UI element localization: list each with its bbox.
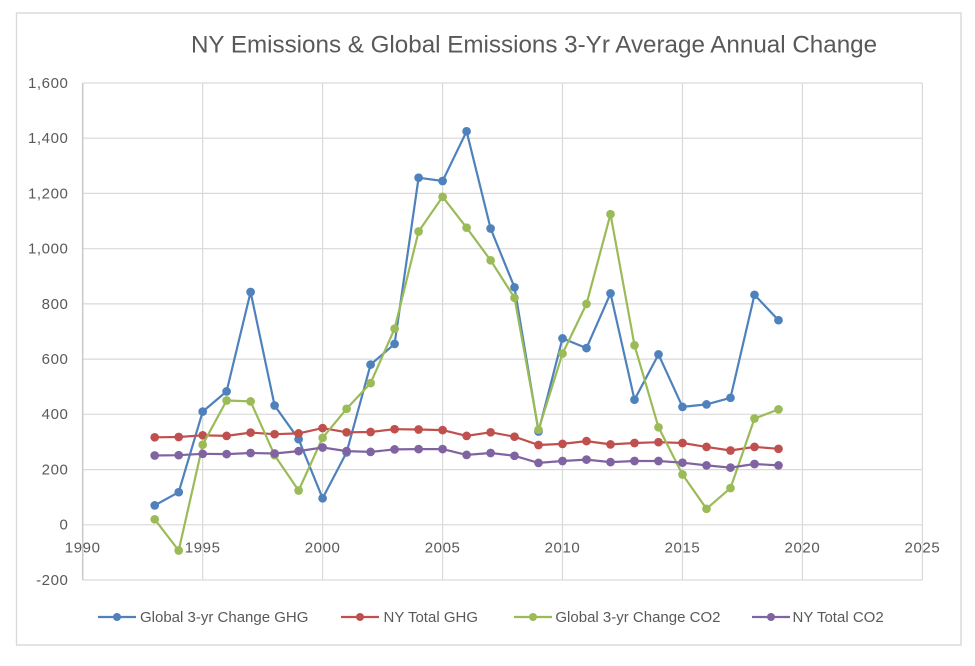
svg-text:2005: 2005 — [425, 540, 461, 557]
svg-text:2010: 2010 — [545, 540, 581, 557]
svg-text:400: 400 — [42, 406, 69, 423]
svg-text:0: 0 — [60, 517, 69, 534]
svg-text:1,200: 1,200 — [28, 185, 69, 202]
svg-text:NY Emissions & Global Emission: NY Emissions & Global Emissions 3-Yr Ave… — [191, 32, 877, 59]
svg-text:Global 3-yr Change CO2: Global 3-yr Change CO2 — [555, 609, 720, 626]
svg-text:2020: 2020 — [785, 540, 821, 557]
svg-text:1,600: 1,600 — [28, 75, 69, 92]
svg-text:200: 200 — [42, 462, 69, 479]
svg-text:2025: 2025 — [905, 540, 941, 557]
svg-text:-200: -200 — [36, 572, 68, 589]
svg-text:1995: 1995 — [185, 540, 221, 557]
svg-text:1,000: 1,000 — [28, 241, 69, 258]
svg-text:1,400: 1,400 — [28, 130, 69, 147]
svg-text:NY Total CO2: NY Total CO2 — [793, 609, 884, 626]
svg-text:800: 800 — [42, 296, 69, 313]
svg-text:1990: 1990 — [65, 540, 101, 557]
svg-text:NY Total GHG: NY Total GHG — [384, 609, 478, 626]
svg-text:600: 600 — [42, 351, 69, 368]
svg-text:2000: 2000 — [305, 540, 341, 557]
svg-text:Global 3-yr Change GHG: Global 3-yr Change GHG — [140, 609, 308, 626]
svg-text:2015: 2015 — [665, 540, 701, 557]
